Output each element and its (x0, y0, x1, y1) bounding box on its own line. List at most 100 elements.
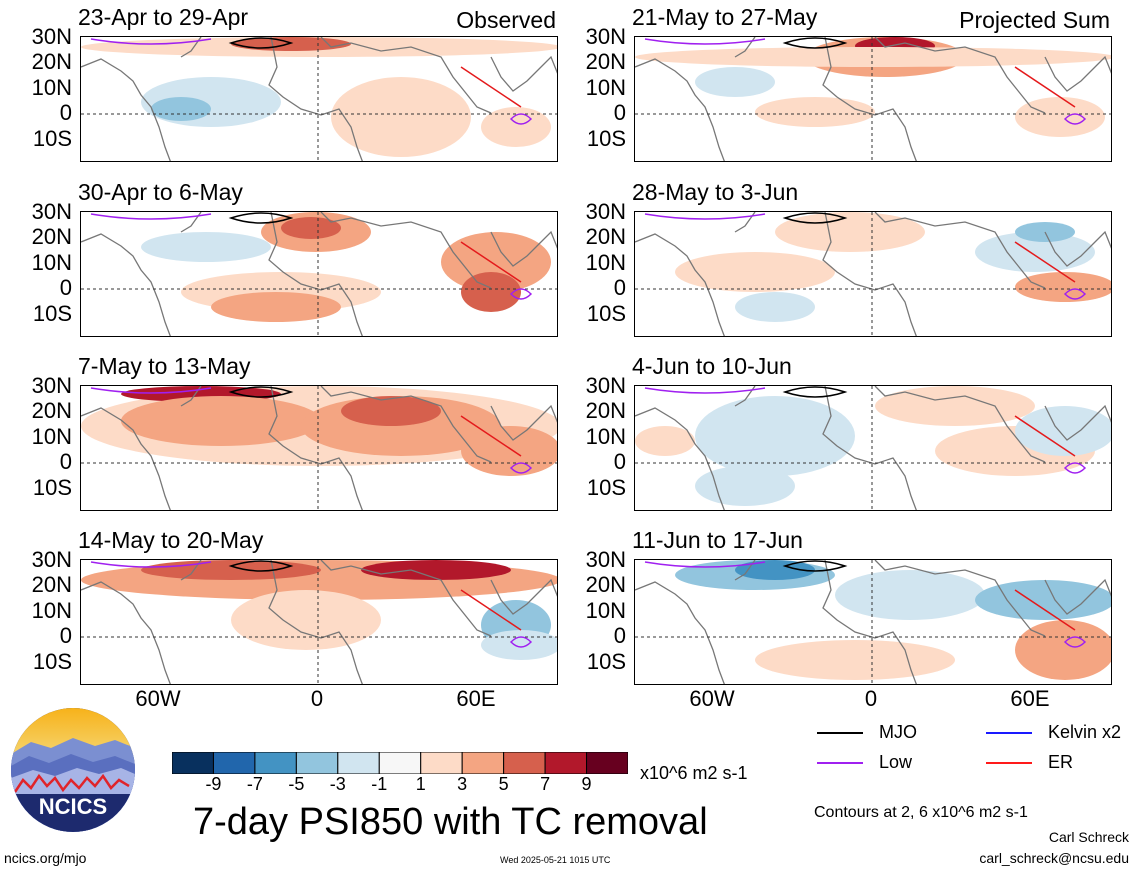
anomaly-region (975, 232, 1095, 272)
y-tick-label: 10S (586, 649, 626, 674)
colorbar-label: -7 (246, 774, 263, 794)
anomaly-region (755, 640, 955, 680)
x-tick-label: 60W (689, 686, 735, 711)
contour-line (782, 212, 848, 224)
panel-title-8: 11-Jun to 17-Jun (632, 527, 803, 553)
map-panel-4 (80, 559, 558, 685)
anomaly-region (695, 67, 775, 97)
y-tick-label: 10S (32, 649, 72, 674)
y-tick-label: 30N (585, 199, 626, 224)
y-tick-label: 0 (59, 623, 72, 648)
contour-line (228, 386, 294, 398)
coastline (81, 37, 557, 161)
anomaly-region (481, 107, 551, 147)
map-field (635, 212, 1111, 336)
source-url[interactable]: ncics.org/mjo (4, 850, 87, 866)
y-tick-label: 10N (31, 250, 72, 275)
y-tick-label: 10N (31, 424, 72, 449)
colorbar-label: 7 (540, 774, 551, 794)
timestamp: Wed 2025-05-21 1015 UTC (500, 855, 611, 865)
legend-label: MJO (879, 722, 917, 742)
legend-line-mjo (817, 732, 863, 734)
y-tick-label: 20N (31, 49, 72, 74)
colorbar-swatch (295, 752, 339, 774)
logo-graphic (11, 708, 135, 832)
contour-line (460, 589, 522, 631)
anomaly-region (141, 560, 321, 580)
map-panel-7 (634, 385, 1112, 511)
main-title: 7-day PSI850 with TC removal (193, 801, 708, 843)
x-tick-label: 60E (456, 686, 496, 711)
y-tick-label: 20N (31, 572, 72, 597)
email: carl_schreck@ncsu.edu (979, 850, 1129, 866)
y-tick-label: 0 (613, 623, 626, 648)
anomaly-region (1015, 97, 1105, 137)
colorbar-swatch (378, 752, 422, 774)
coastline (635, 386, 1111, 510)
anomaly-region (875, 386, 1035, 426)
contour-line (1063, 113, 1087, 125)
colorbar-swatch (254, 752, 297, 774)
coastline (635, 212, 1111, 336)
contour-line (509, 113, 533, 125)
legend-label: Low (879, 752, 913, 772)
colorbar-label: 1 (415, 774, 426, 794)
colorbar-units: x10^6 m2 s-1 (640, 763, 748, 783)
anomaly-region (461, 426, 557, 476)
contour-line (782, 37, 848, 49)
anomaly-region (281, 217, 341, 239)
y-tick-label: 10N (585, 75, 626, 100)
y-tick-label: 30N (31, 199, 72, 224)
colorbar-swatch (337, 752, 380, 774)
contour-line (228, 560, 294, 572)
anomaly-region (151, 97, 211, 121)
y-tick-label: 20N (585, 49, 626, 74)
contour-line (1063, 288, 1087, 300)
y-tick-label: 0 (59, 100, 72, 125)
y-tick-label: 20N (585, 572, 626, 597)
contour-line (644, 387, 766, 394)
map-panel-5 (634, 36, 1112, 162)
x-tick-label: 60E (1010, 686, 1050, 711)
anomaly-region (835, 570, 985, 620)
anomaly-region (755, 97, 875, 127)
legend-label: Kelvin x2 (1048, 722, 1122, 742)
author: Carl Schreck (1048, 829, 1129, 845)
contour-line (644, 213, 766, 220)
contour-line (90, 387, 212, 394)
coastline (635, 560, 1111, 684)
coastline (81, 386, 557, 510)
panel-title-7: 4-Jun to 10-Jun (632, 353, 792, 379)
anomaly-region (231, 590, 381, 650)
y-tick-label: 10S (32, 301, 72, 326)
y-tick-label: 0 (613, 449, 626, 474)
contour-line (1063, 636, 1087, 648)
colorbar-swatch (586, 752, 628, 774)
contour-line (1063, 462, 1087, 474)
contour-line (460, 241, 522, 283)
contour-line (509, 288, 533, 300)
anomaly-region (361, 560, 511, 580)
map-field (635, 386, 1111, 510)
anomaly-region (635, 47, 1111, 67)
x-tick-label: 0 (864, 686, 878, 711)
panel-label-5: Projected Sum (959, 7, 1110, 33)
contour-line (1014, 241, 1076, 283)
anomaly-region (675, 252, 835, 292)
legend-line-er (986, 762, 1032, 764)
x-tick-label: 0 (310, 686, 324, 711)
map-panel-2 (80, 211, 558, 337)
y-tick-label: 10S (586, 301, 626, 326)
colorbar-label: -5 (288, 774, 305, 794)
map-field (635, 37, 1111, 161)
y-tick-label: 0 (59, 449, 72, 474)
colorbar-label: 5 (498, 774, 509, 794)
colorbar-swatch (503, 752, 546, 774)
panel-label-1: Observed (456, 7, 556, 33)
legend-label: ER (1048, 752, 1074, 772)
colorbar-label: 9 (581, 774, 592, 794)
coastline (635, 37, 1111, 161)
contour-line (644, 561, 766, 568)
panel-title-5: 21-May to 27-May (632, 4, 818, 30)
y-tick-label: 20N (585, 224, 626, 249)
